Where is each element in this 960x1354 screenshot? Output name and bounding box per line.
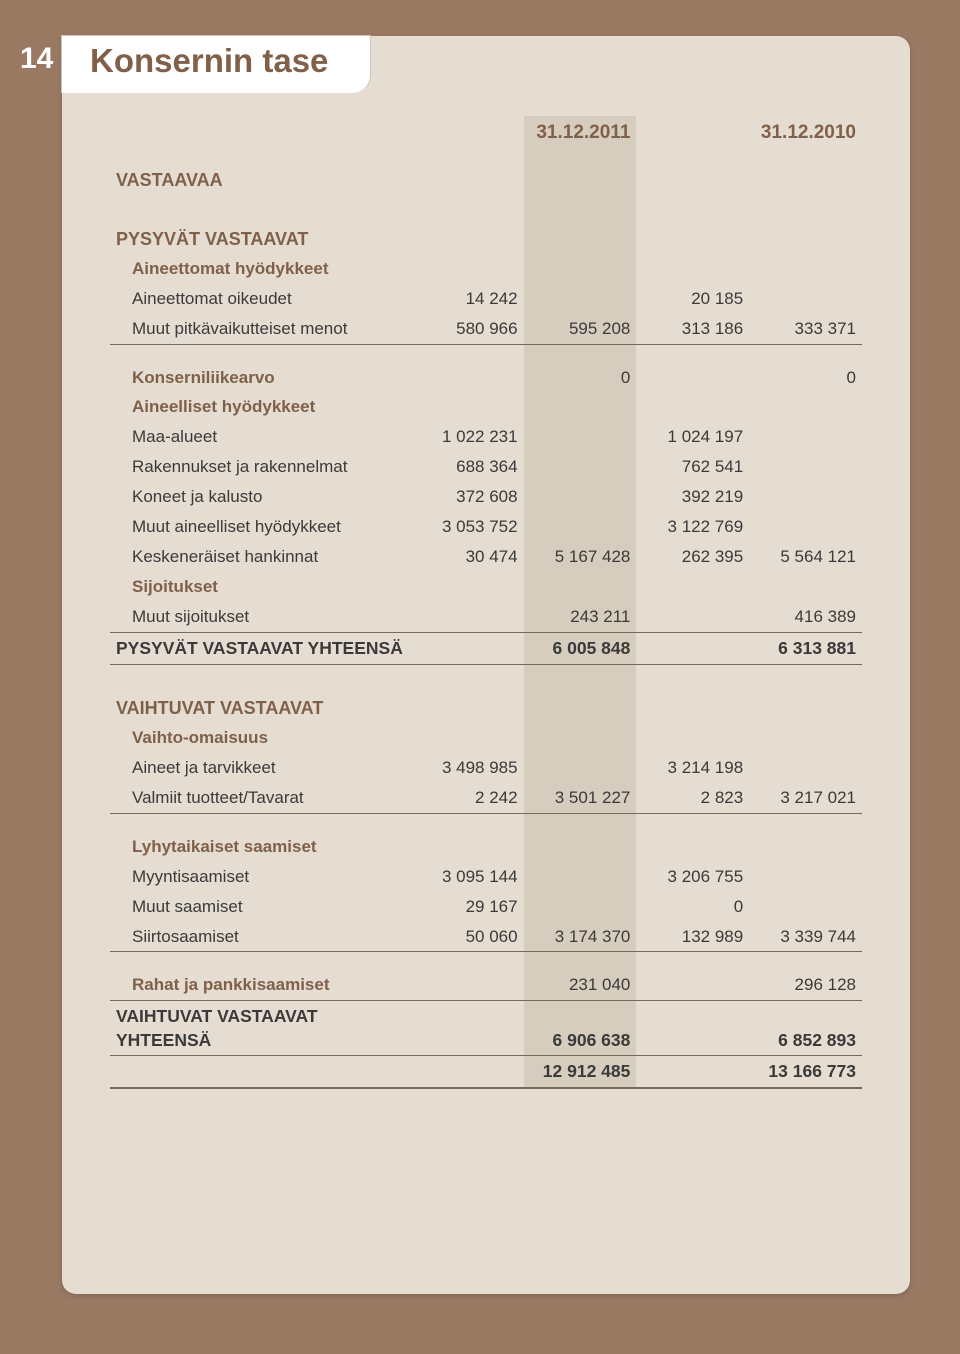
table-row: Maa-alueet1 022 2311 024 197 [110,422,862,452]
grand-total: 12 912 48513 166 773 [110,1056,862,1088]
group-aineettomat: Aineettomat hyödykkeet [110,254,862,284]
col-2011: 31.12.2011 [524,116,637,154]
balance-table: 31.12.2011 31.12.2010 VASTAAVAA PYSYVÄT … [110,116,862,1089]
table-row: Muut pitkävaikutteiset menot580 966595 2… [110,314,862,344]
group-sijoitukset: Sijoitukset [110,572,862,602]
table-row: Keskeneräiset hankinnat30 4745 167 42826… [110,542,862,572]
total-pysyvat: PYSYVÄT VASTAAVAT YHTEENSÄ6 005 8486 313… [110,632,862,664]
table-row: Aineet ja tarvikkeet3 498 9853 214 198 [110,753,862,783]
group-lyhytaikaiset: Lyhytaikaiset saamiset [110,832,862,862]
table-header-row: 31.12.2011 31.12.2010 [110,116,862,154]
table-row: Konserniliikearvo00 [110,363,862,393]
section-vastaavaa: VASTAAVAA [110,154,862,195]
table-row: Muut saamiset29 1670 [110,892,862,922]
group-vaihto-omaisuus: Vaihto-omaisuus [110,723,862,753]
section-vaihtuvat: VAIHTUVAT VASTAAVAT [110,682,862,723]
page-title: Konsernin tase [62,36,910,80]
table-row: Siirtosaamiset50 0603 174 370132 9893 33… [110,922,862,952]
table-row: Koneet ja kalusto372 608392 219 [110,482,862,512]
table-row: Muut sijoitukset243 211416 389 [110,602,862,632]
table-row: Myyntisaamiset3 095 1443 206 755 [110,862,862,892]
total-vaihtuvat: VAIHTUVAT VASTAAVAT YHTEENSÄ6 906 6386 8… [110,1000,862,1055]
page-number: 14 [20,42,53,76]
section-pysyvat: PYSYVÄT VASTAAVAT [110,213,862,254]
table-row: Rahat ja pankkisaamiset231 040296 128 [110,970,862,1000]
group-aineelliset: Aineelliset hyödykkeet [110,392,862,422]
table-row: Muut aineelliset hyödykkeet3 053 7523 12… [110,512,862,542]
table-row: Valmiit tuotteet/Tavarat2 2423 501 2272 … [110,783,862,813]
col-2010: 31.12.2010 [749,116,862,154]
balance-sheet-panel: 31.12.2011 31.12.2010 VASTAAVAA PYSYVÄT … [62,36,910,1294]
title-container: Konsernin tase [62,36,910,94]
table-row: Aineettomat oikeudet14 24220 185 [110,284,862,314]
table-row: Rakennukset ja rakennelmat688 364762 541 [110,452,862,482]
